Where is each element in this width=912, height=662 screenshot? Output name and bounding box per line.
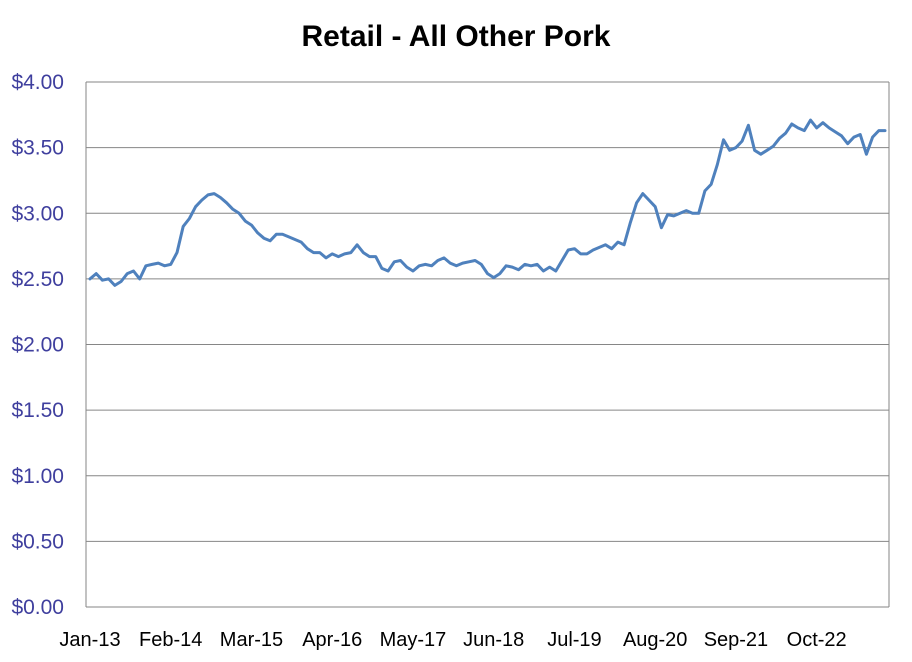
x-tick-label: Sep-21: [704, 629, 769, 651]
y-tick-label: $0.00: [11, 596, 64, 619]
x-tick-label: Feb-14: [139, 629, 202, 651]
x-tick-label: Jun-18: [463, 629, 524, 651]
x-tick-label: Apr-16: [302, 629, 362, 651]
plot-axes: [85, 82, 890, 608]
x-tick-label: May-17: [380, 629, 447, 651]
x-tick-label: Jan-13: [59, 629, 120, 651]
x-tick-label: Jul-19: [547, 629, 601, 651]
y-tick-label: $2.00: [11, 334, 64, 357]
y-axis-tick-labels: $0.00 $0.50 $1.00 $1.50 $2.00 $2.50 $3.00 $3.50…: [11, 71, 64, 619]
y-tick-label: $2.50: [11, 268, 64, 291]
x-tick-label: Aug-20: [623, 629, 688, 651]
x-tick-label: Mar-15: [220, 629, 283, 651]
y-tick-label: $4.00: [11, 71, 64, 94]
y-tick-label: $1.00: [11, 465, 64, 488]
x-axis-tick-labels: Jan-13 Feb-14 Mar-15 Apr-16 May-17 Jun-18 Jul-…: [59, 629, 846, 651]
y-tick-label: $1.50: [11, 399, 64, 422]
y-tick-label: $3.00: [11, 202, 64, 225]
series-line: [88, 118, 887, 287]
y-tick-label: $3.50: [11, 137, 64, 160]
x-tick-label: Oct-22: [787, 629, 847, 651]
series-group: [88, 118, 887, 287]
chart-title: Retail - All Other Pork: [302, 20, 611, 53]
gridlines: [86, 81, 889, 542]
y-tick-label: $0.50: [11, 530, 64, 553]
